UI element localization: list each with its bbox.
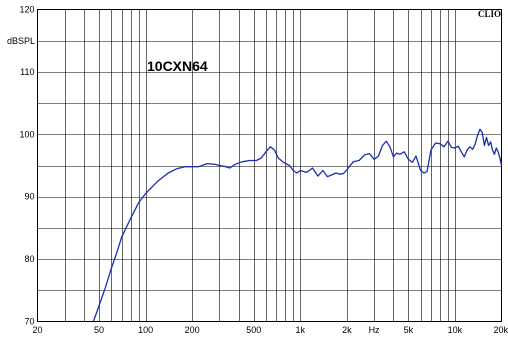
y-tick-label: 120	[19, 5, 34, 15]
y-tick-label: 80	[24, 254, 34, 264]
x-tick-label: 20	[32, 325, 42, 335]
x-tick-label: 50	[94, 325, 104, 335]
response-curve	[92, 128, 503, 322]
x-tick-label: 1k	[296, 325, 306, 335]
y-tick-label: 70	[24, 317, 34, 327]
y-axis-label: dBSPL	[7, 36, 35, 46]
y-tick-label: 90	[24, 192, 34, 202]
x-tick-labels: 20 50 100 200 500 1k 2k 5k 10k 20k Hz	[32, 325, 508, 335]
x-tick-label: 200	[185, 325, 200, 335]
y-tick-labels: 120 110 100 90 80 70	[19, 5, 34, 327]
x-tick-label: 20k	[493, 325, 508, 335]
chart-title: 10CXN64	[147, 58, 208, 74]
x-tick-label: 100	[138, 325, 153, 335]
x-tick-label: 2k	[342, 325, 352, 335]
brand-logo: CLIO	[478, 9, 501, 19]
y-tick-label: 100	[19, 129, 34, 139]
x-unit-label: Hz	[369, 325, 380, 335]
x-tick-label: 500	[246, 325, 261, 335]
x-tick-label: 10k	[448, 325, 463, 335]
series-layer	[92, 128, 503, 322]
y-tick-label: 110	[20, 67, 34, 77]
x-tick-label: 5k	[404, 325, 414, 335]
